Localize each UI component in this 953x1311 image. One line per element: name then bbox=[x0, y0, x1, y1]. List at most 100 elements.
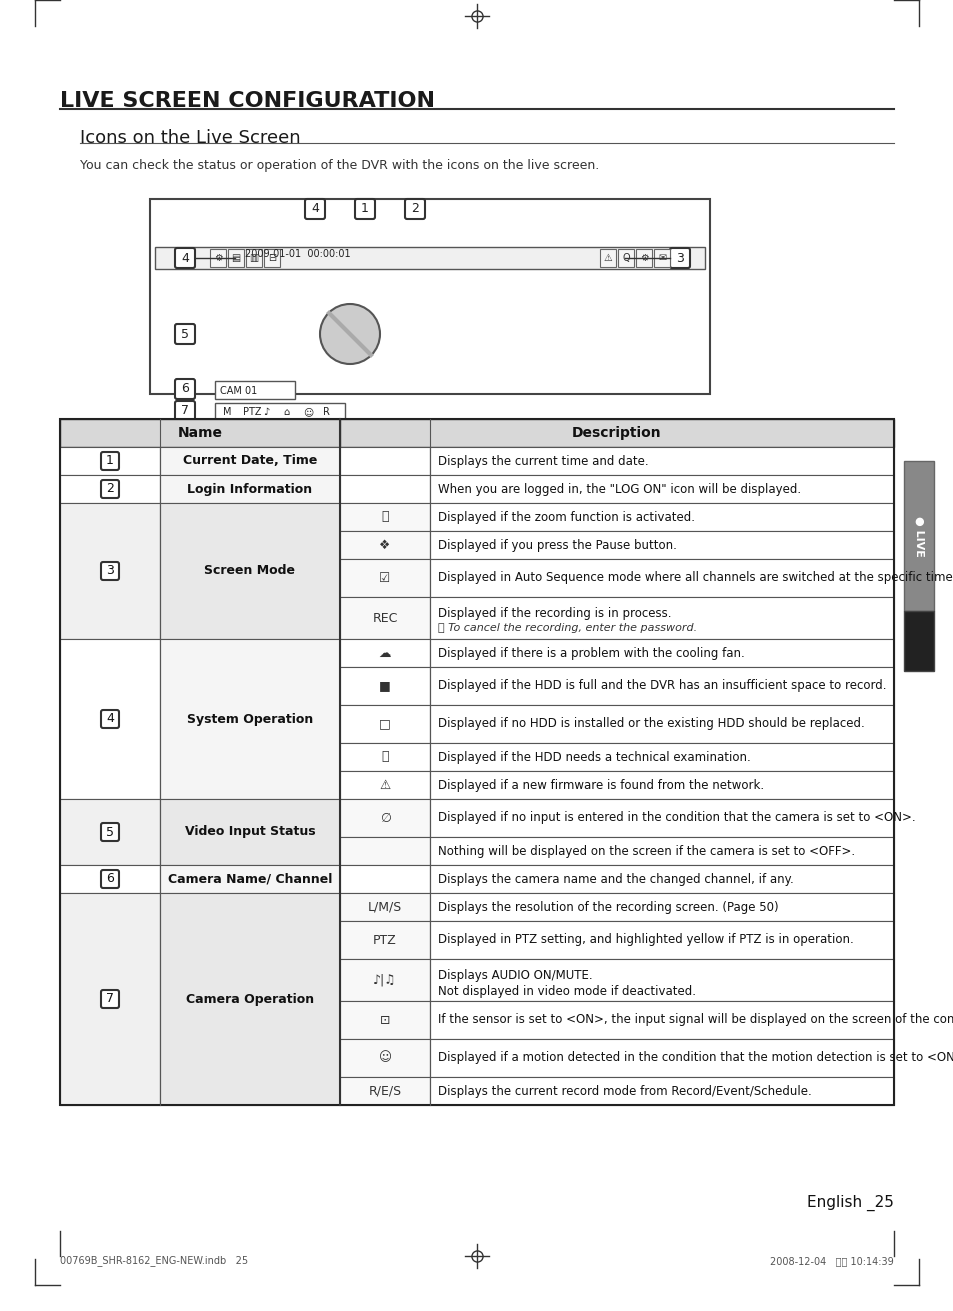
Text: L/M/S: L/M/S bbox=[368, 901, 402, 914]
Bar bbox=[339, 865, 430, 893]
Bar bbox=[339, 771, 430, 798]
Text: Displays the camera name and the changed channel, if any.: Displays the camera name and the changed… bbox=[437, 873, 793, 885]
Text: Screen Mode: Screen Mode bbox=[204, 565, 295, 578]
Text: ☺: ☺ bbox=[303, 406, 313, 417]
Bar bbox=[339, 597, 430, 638]
Text: 2: 2 bbox=[106, 482, 113, 496]
Text: Displayed if a motion detected in the condition that the motion detection is set: Displayed if a motion detected in the co… bbox=[437, 1051, 953, 1065]
Bar bbox=[430, 743, 893, 771]
Bar bbox=[430, 1040, 893, 1078]
Bar bbox=[430, 798, 893, 836]
FancyBboxPatch shape bbox=[174, 324, 194, 343]
Bar bbox=[430, 1078, 893, 1105]
Text: 6: 6 bbox=[106, 873, 113, 885]
FancyBboxPatch shape bbox=[101, 990, 119, 1008]
Text: Current Date, Time: Current Date, Time bbox=[183, 455, 316, 468]
Text: Nothing will be displayed on the screen if the camera is set to <OFF>.: Nothing will be displayed on the screen … bbox=[437, 844, 854, 857]
Bar bbox=[430, 475, 893, 503]
Bar bbox=[339, 558, 430, 597]
Text: ⚠: ⚠ bbox=[379, 779, 390, 792]
Text: Displayed if the zoom function is activated.: Displayed if the zoom function is activa… bbox=[437, 510, 695, 523]
FancyBboxPatch shape bbox=[405, 199, 424, 219]
FancyBboxPatch shape bbox=[101, 711, 119, 728]
Bar bbox=[60, 893, 160, 1105]
Text: ☺: ☺ bbox=[378, 1051, 391, 1065]
Bar bbox=[430, 503, 893, 531]
Bar bbox=[214, 402, 345, 421]
Text: 6: 6 bbox=[181, 383, 189, 396]
FancyBboxPatch shape bbox=[101, 452, 119, 471]
Text: 1: 1 bbox=[106, 455, 113, 468]
Text: Q: Q bbox=[621, 253, 629, 264]
Text: 7: 7 bbox=[181, 405, 189, 417]
Text: 5: 5 bbox=[181, 328, 189, 341]
Bar bbox=[903, 611, 933, 671]
Bar bbox=[214, 382, 294, 399]
Bar bbox=[339, 705, 430, 743]
Bar bbox=[160, 447, 339, 475]
Text: Camera Operation: Camera Operation bbox=[186, 992, 314, 1006]
Bar bbox=[430, 836, 893, 865]
Text: ⚠: ⚠ bbox=[603, 253, 612, 264]
Text: □: □ bbox=[378, 717, 391, 730]
Text: 4: 4 bbox=[181, 252, 189, 265]
Text: ▤: ▤ bbox=[232, 253, 240, 264]
Text: ⦻: ⦻ bbox=[381, 750, 388, 763]
Bar bbox=[60, 638, 160, 798]
Text: 3: 3 bbox=[676, 252, 683, 265]
Text: ⊟: ⊟ bbox=[268, 253, 275, 264]
Text: ☁: ☁ bbox=[378, 646, 391, 659]
Bar bbox=[60, 420, 893, 1105]
Text: ■: ■ bbox=[378, 679, 391, 692]
FancyBboxPatch shape bbox=[174, 401, 194, 421]
Text: LIVE SCREEN CONFIGURATION: LIVE SCREEN CONFIGURATION bbox=[60, 90, 435, 111]
Bar bbox=[264, 249, 280, 267]
Bar bbox=[339, 638, 430, 667]
Text: Displayed if the HDD is full and the DVR has an insufficient space to record.: Displayed if the HDD is full and the DVR… bbox=[437, 679, 885, 692]
Bar bbox=[430, 865, 893, 893]
Text: Displays the resolution of the recording screen. (Page 50): Displays the resolution of the recording… bbox=[437, 901, 778, 914]
Bar bbox=[160, 865, 339, 893]
Text: CAM 01: CAM 01 bbox=[220, 385, 257, 396]
Bar bbox=[430, 1002, 893, 1040]
Text: R/E/S: R/E/S bbox=[368, 1084, 401, 1097]
Text: Displayed if there is a problem with the cooling fan.: Displayed if there is a problem with the… bbox=[437, 646, 744, 659]
Text: ⚙: ⚙ bbox=[213, 253, 222, 264]
Text: Displayed if no input is entered in the condition that the camera is set to <ON>: Displayed if no input is entered in the … bbox=[437, 812, 915, 825]
FancyBboxPatch shape bbox=[355, 199, 375, 219]
Text: ▥: ▥ bbox=[249, 253, 258, 264]
Text: 2008-12-04   오전 10:14:39: 2008-12-04 오전 10:14:39 bbox=[769, 1256, 893, 1266]
Text: Not displayed in video mode if deactivated.: Not displayed in video mode if deactivat… bbox=[437, 985, 696, 998]
Bar bbox=[339, 893, 430, 922]
Bar bbox=[246, 249, 262, 267]
Bar bbox=[339, 420, 893, 447]
Text: 1: 1 bbox=[360, 202, 369, 215]
Bar bbox=[430, 447, 893, 475]
Text: 2: 2 bbox=[411, 202, 418, 215]
Bar bbox=[339, 960, 430, 1002]
Bar bbox=[339, 798, 430, 836]
Text: ∅: ∅ bbox=[379, 812, 390, 825]
Bar bbox=[160, 798, 339, 865]
Text: Displayed if the recording is in process.: Displayed if the recording is in process… bbox=[437, 607, 671, 620]
Bar bbox=[160, 475, 339, 503]
FancyBboxPatch shape bbox=[174, 248, 194, 267]
Bar bbox=[430, 922, 893, 960]
Bar bbox=[210, 249, 226, 267]
Bar bbox=[430, 558, 893, 597]
Text: ⚙: ⚙ bbox=[639, 253, 648, 264]
Bar bbox=[160, 503, 339, 638]
Bar bbox=[60, 798, 160, 865]
Text: Video Input Status: Video Input Status bbox=[185, 826, 315, 839]
FancyBboxPatch shape bbox=[101, 480, 119, 498]
Bar bbox=[339, 667, 430, 705]
Bar bbox=[430, 893, 893, 922]
Circle shape bbox=[319, 304, 379, 364]
Bar bbox=[618, 249, 634, 267]
Text: 5: 5 bbox=[106, 826, 113, 839]
Bar bbox=[60, 447, 160, 475]
Text: You can check the status or operation of the DVR with the icons on the live scre: You can check the status or operation of… bbox=[80, 159, 598, 172]
Text: 4: 4 bbox=[311, 202, 318, 215]
Text: ☑: ☑ bbox=[379, 572, 390, 585]
Bar bbox=[339, 1078, 430, 1105]
